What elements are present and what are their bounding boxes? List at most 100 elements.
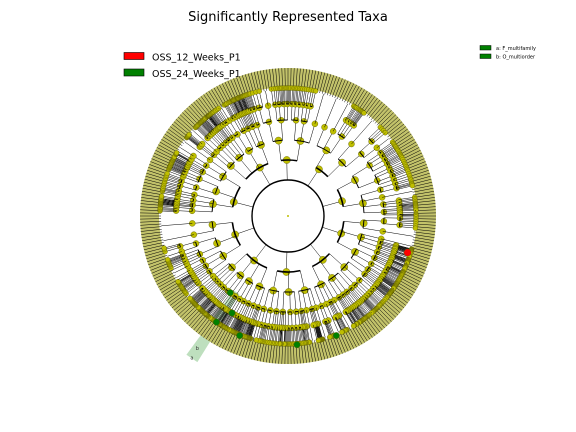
branch-line xyxy=(314,287,322,307)
branch-line xyxy=(238,97,246,113)
tip-spoke xyxy=(413,231,435,235)
branch-line xyxy=(165,247,181,252)
tip-spoke xyxy=(368,101,383,119)
taxon-node xyxy=(175,278,181,285)
branch-line xyxy=(362,197,383,202)
tip-spoke xyxy=(346,84,357,104)
branch-line xyxy=(376,284,389,296)
tip-spoke xyxy=(412,242,433,248)
branch-line xyxy=(361,300,373,313)
branch-arc xyxy=(256,284,265,289)
branch-line xyxy=(382,231,414,237)
branch-arc xyxy=(345,289,350,294)
branch-line xyxy=(200,122,212,135)
tip-spoke xyxy=(334,78,343,99)
clade-legend-label-a: a: F_multifamily xyxy=(496,46,536,52)
tip-spoke xyxy=(390,128,408,142)
branch-line xyxy=(256,125,264,145)
tip-spoke xyxy=(211,89,223,108)
branch-line xyxy=(396,185,413,190)
branch-line xyxy=(388,264,404,272)
branch-line xyxy=(176,153,191,162)
clade-legend: a: F_multifamily b: O_multiorder xyxy=(479,45,536,61)
branch-line xyxy=(160,201,177,204)
branch-line xyxy=(250,93,256,110)
branch-line xyxy=(179,275,194,285)
biomarker-node-24-weeks xyxy=(226,289,234,297)
taxon-node xyxy=(161,245,167,251)
tip-spoke xyxy=(275,342,278,364)
branch-line xyxy=(164,243,180,249)
tip-spoke xyxy=(392,288,410,301)
branch-line xyxy=(193,130,217,152)
branch-line xyxy=(280,88,282,105)
branch-line xyxy=(385,270,400,279)
branch-line xyxy=(182,279,197,290)
branch-line xyxy=(328,280,340,298)
biomarker-node-24-weeks xyxy=(332,332,340,340)
legend-label-24-weeks: OSS_24_Weeks_P1 xyxy=(152,69,241,80)
branch-line xyxy=(211,305,222,319)
branch-arc xyxy=(231,186,241,208)
branch-line xyxy=(283,88,285,105)
branch-line xyxy=(352,307,363,321)
branch-line xyxy=(214,110,225,125)
tip-spoke xyxy=(344,83,355,103)
branch-line xyxy=(311,90,316,107)
branch-line xyxy=(168,256,184,263)
branch-arc xyxy=(382,202,385,208)
branch-line xyxy=(199,296,211,309)
branch-line xyxy=(396,183,412,188)
branch-line xyxy=(280,327,283,344)
branch-line xyxy=(384,271,400,281)
branch-line xyxy=(275,88,278,105)
clade-legend-swatch-a xyxy=(479,45,492,51)
tip-spoke xyxy=(164,133,183,146)
branch-line xyxy=(248,285,257,304)
branch-line xyxy=(399,220,416,223)
branch-line xyxy=(396,184,413,189)
branch-line xyxy=(231,277,244,294)
branch-line xyxy=(386,154,401,163)
tip-spoke xyxy=(161,139,180,151)
branch-line xyxy=(171,162,187,170)
branch-line xyxy=(180,277,195,287)
branch-line xyxy=(200,297,212,310)
branch-line xyxy=(213,154,230,168)
branch-line xyxy=(392,170,408,178)
branch-line xyxy=(380,278,395,288)
branch-line xyxy=(390,164,406,172)
branch-line xyxy=(237,318,245,334)
branch-line xyxy=(274,327,277,344)
branch-line xyxy=(328,320,335,336)
branch-line xyxy=(386,155,401,164)
branch-line xyxy=(196,187,216,194)
branch-line xyxy=(232,316,240,332)
branch-line xyxy=(385,153,400,162)
branch-line xyxy=(355,304,367,318)
branch-line xyxy=(169,257,185,265)
taxon-node xyxy=(313,88,319,94)
taxon-node xyxy=(253,337,259,343)
branch-line xyxy=(350,109,360,124)
branch-line xyxy=(243,283,254,302)
tip-spoke xyxy=(413,191,434,196)
tip-spoke xyxy=(142,239,164,244)
tip-spoke xyxy=(168,128,186,142)
branch-line xyxy=(392,169,408,176)
branch-line xyxy=(298,88,301,105)
branch-line xyxy=(276,291,280,312)
cladogram: ba xyxy=(140,68,436,364)
branch-line xyxy=(243,130,254,149)
branch-line xyxy=(281,88,283,105)
branch-arc xyxy=(319,305,323,307)
branch-line xyxy=(234,317,242,333)
tip-spoke xyxy=(413,236,434,241)
branch-line xyxy=(192,204,213,208)
branch-line xyxy=(160,208,177,210)
branch-line xyxy=(198,296,211,308)
branch-line xyxy=(223,144,237,161)
tip-spoke xyxy=(407,257,428,265)
branch-line xyxy=(163,234,194,241)
branch-line xyxy=(170,259,186,267)
